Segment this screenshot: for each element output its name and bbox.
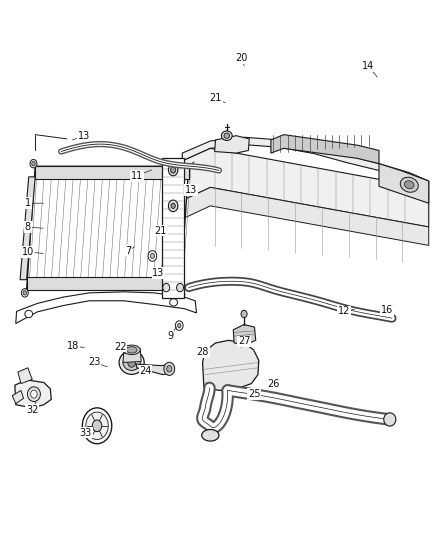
- Text: 1: 1: [25, 198, 31, 208]
- Ellipse shape: [405, 181, 414, 189]
- Text: 14: 14: [362, 61, 374, 71]
- Text: 13: 13: [78, 131, 90, 141]
- Ellipse shape: [150, 253, 155, 259]
- Polygon shape: [233, 325, 256, 344]
- Ellipse shape: [384, 413, 396, 426]
- Polygon shape: [271, 135, 379, 164]
- Polygon shape: [202, 341, 259, 391]
- Ellipse shape: [86, 412, 108, 440]
- Text: 13: 13: [152, 268, 165, 278]
- Polygon shape: [379, 164, 429, 203]
- Text: 26: 26: [267, 378, 279, 389]
- Ellipse shape: [202, 430, 219, 441]
- Ellipse shape: [31, 390, 37, 398]
- Polygon shape: [18, 368, 32, 384]
- Ellipse shape: [21, 289, 28, 297]
- Text: 7: 7: [125, 246, 131, 256]
- Text: 10: 10: [22, 247, 34, 257]
- Ellipse shape: [168, 164, 178, 176]
- Ellipse shape: [123, 354, 140, 370]
- Text: 21: 21: [155, 225, 167, 236]
- Ellipse shape: [224, 133, 230, 139]
- Text: 33: 33: [80, 427, 92, 438]
- Text: 16: 16: [381, 305, 393, 315]
- Polygon shape: [20, 177, 35, 280]
- Ellipse shape: [92, 420, 102, 432]
- Ellipse shape: [128, 358, 135, 367]
- Ellipse shape: [171, 203, 175, 208]
- Polygon shape: [215, 136, 249, 153]
- Polygon shape: [27, 166, 189, 290]
- Polygon shape: [182, 148, 429, 227]
- Polygon shape: [162, 158, 184, 298]
- Text: 24: 24: [139, 366, 152, 376]
- Ellipse shape: [82, 408, 112, 443]
- Text: 27: 27: [238, 336, 251, 346]
- Text: 20: 20: [236, 53, 248, 63]
- Ellipse shape: [32, 161, 35, 166]
- Ellipse shape: [221, 131, 232, 140]
- Ellipse shape: [119, 351, 144, 374]
- Ellipse shape: [177, 324, 181, 328]
- Text: 9: 9: [167, 331, 173, 341]
- Ellipse shape: [28, 387, 40, 401]
- Text: 23: 23: [88, 358, 101, 367]
- Polygon shape: [182, 138, 429, 189]
- Ellipse shape: [177, 284, 184, 292]
- Text: 11: 11: [131, 171, 143, 181]
- Ellipse shape: [241, 310, 247, 318]
- Text: 21: 21: [209, 93, 222, 103]
- Text: 28: 28: [196, 347, 209, 357]
- Ellipse shape: [170, 298, 177, 306]
- Polygon shape: [136, 364, 172, 375]
- Text: 13: 13: [185, 185, 197, 195]
- Ellipse shape: [163, 284, 170, 292]
- Ellipse shape: [148, 251, 157, 261]
- Text: 25: 25: [248, 389, 261, 399]
- Ellipse shape: [25, 310, 32, 318]
- Text: 8: 8: [25, 222, 31, 232]
- Ellipse shape: [175, 321, 183, 330]
- Ellipse shape: [126, 346, 137, 353]
- Ellipse shape: [123, 345, 140, 354]
- Ellipse shape: [167, 366, 172, 372]
- Polygon shape: [15, 380, 51, 408]
- Text: 32: 32: [26, 405, 39, 415]
- Polygon shape: [182, 188, 429, 245]
- Polygon shape: [59, 203, 159, 287]
- Ellipse shape: [400, 177, 418, 192]
- Polygon shape: [123, 349, 141, 362]
- Polygon shape: [12, 391, 24, 403]
- Ellipse shape: [30, 159, 37, 168]
- Polygon shape: [27, 277, 180, 290]
- Ellipse shape: [168, 200, 178, 212]
- Polygon shape: [16, 292, 197, 324]
- Ellipse shape: [170, 167, 176, 173]
- Ellipse shape: [164, 362, 175, 375]
- Ellipse shape: [23, 291, 27, 295]
- Polygon shape: [35, 166, 189, 180]
- Text: 18: 18: [67, 341, 79, 351]
- Text: 12: 12: [338, 306, 350, 316]
- Text: 22: 22: [114, 342, 127, 352]
